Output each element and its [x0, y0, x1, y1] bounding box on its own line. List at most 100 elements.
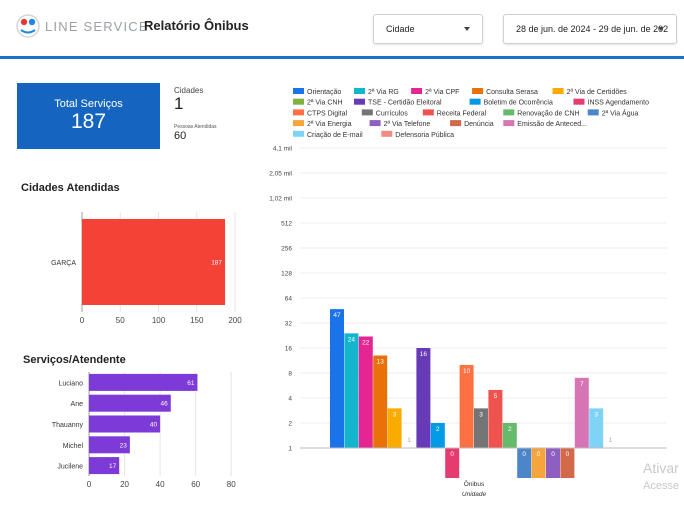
bar — [89, 457, 120, 475]
legend-label: Orientação — [307, 89, 341, 96]
x-category-label: Ônibus — [464, 479, 485, 488]
watermark-line-2: Acesse — [643, 480, 680, 492]
legend-label: 2ª Via de Certidões — [567, 89, 628, 96]
x-tick-label: 200 — [228, 316, 242, 325]
data-label: 46 — [161, 401, 169, 408]
bar — [574, 377, 589, 448]
legend-swatch — [354, 88, 365, 94]
legend-label: Denúncia — [464, 121, 494, 128]
legend-label: CTPS Digital — [307, 110, 348, 117]
data-label: 0 — [537, 451, 541, 458]
legend-label: Criação de E-mail — [307, 132, 363, 139]
legend-swatch — [361, 109, 373, 116]
data-label: 3 — [479, 411, 483, 418]
y-tick-label: 2,05 mil — [269, 171, 292, 178]
brand-name: LINE SERVICE — [45, 19, 149, 34]
legend-swatch — [573, 98, 585, 105]
bar — [89, 436, 130, 454]
watermark-line-1: Ativar — [643, 460, 679, 476]
data-label: 0 — [522, 451, 526, 458]
legend-swatch — [293, 98, 304, 105]
legend-label: Boletim de Ocorrência — [484, 100, 553, 107]
x-tick-label: 80 — [227, 480, 236, 489]
data-label: 3 — [594, 411, 598, 418]
bar — [373, 355, 388, 448]
services-per-attendant-chart: 0 20 40 60 80 Luciano 61 Ane 46 Thauanny 40 Michel 2… — [52, 372, 236, 489]
data-label: 17 — [109, 463, 117, 470]
y-tick-label: 32 — [285, 321, 293, 328]
legend-label: 2ª Via CPF — [425, 89, 459, 96]
bar — [330, 309, 344, 448]
bar — [82, 219, 226, 305]
bar — [387, 408, 402, 448]
data-label: 1 — [609, 437, 613, 444]
data-label: 40 — [150, 422, 158, 429]
x-tick-label: 0 — [87, 480, 92, 489]
cities-value: 1 — [174, 94, 184, 113]
data-label: 7 — [580, 381, 584, 388]
bar — [517, 448, 532, 478]
date-range-dropdown[interactable]: 28 de jun. de 2024 - 29 de jun. de 202 — [503, 14, 677, 44]
services-per-attendant-title: Serviços/Atendente — [23, 354, 126, 366]
data-label: 10 — [463, 368, 471, 375]
data-label: 2 — [508, 426, 512, 433]
legend-label: Consulta Serasa — [486, 89, 538, 96]
legend-label: Emissão de Anteced... — [517, 121, 587, 128]
x-tick-label: 150 — [190, 316, 204, 325]
category-label: Ane — [71, 401, 84, 408]
data-label: 13 — [377, 358, 385, 365]
x-axis-title: Unidade — [462, 491, 487, 498]
legend-swatch — [450, 120, 462, 127]
x-tick-label: 100 — [152, 316, 166, 325]
data-label: 5 — [494, 393, 498, 400]
total-services-value: 187 — [70, 110, 107, 133]
legend-swatch — [293, 130, 304, 137]
bar — [416, 348, 431, 448]
legend-label: 2ª Via CNH — [307, 100, 343, 107]
category-label: Thauanny — [52, 422, 84, 429]
category-label: GARÇA — [51, 260, 76, 267]
data-label: 1 — [407, 437, 411, 444]
bar — [474, 408, 488, 448]
legend-label: Receita Federal — [437, 110, 487, 117]
bar — [89, 394, 171, 412]
y-tick-label: 4 — [288, 396, 292, 403]
x-tick-label: 50 — [116, 316, 125, 325]
chevron-down-icon — [658, 27, 664, 31]
y-tick-label: 512 — [281, 221, 292, 228]
y-tick-label: 256 — [281, 246, 292, 253]
legend-swatch — [552, 88, 564, 94]
x-tick-label: 20 — [120, 480, 129, 489]
legend-swatch — [422, 109, 434, 116]
bar — [560, 448, 575, 478]
y-tick-label: 1,02 mil — [269, 196, 292, 203]
legend-swatch — [293, 88, 304, 94]
legend-label: 2ª Via RG — [368, 89, 399, 96]
bar — [502, 423, 517, 448]
bar — [445, 448, 460, 478]
total-services-label: Total Serviços — [54, 98, 123, 110]
legend-label: INSS Agendamento — [588, 100, 650, 107]
legend-swatch — [587, 109, 599, 116]
bar — [531, 448, 546, 478]
legend-swatch — [472, 88, 484, 94]
legend-label: 2ª Via Água — [602, 108, 639, 117]
data-label: 0 — [566, 451, 570, 458]
data-label: 23 — [120, 442, 128, 449]
page-title: Relatório Ônibus — [144, 18, 249, 33]
y-tick-label: 4,1 mil — [273, 146, 293, 153]
legend-label: 2ª Via Energia — [307, 121, 352, 128]
cities-bar-chart: 0 50 100 150 200 GARÇA 187 — [51, 212, 242, 325]
data-label: 0 — [450, 451, 454, 458]
y-tick-label: 16 — [285, 346, 293, 353]
city-filter-dropdown[interactable]: Cidade — [373, 14, 483, 44]
data-label: 47 — [333, 312, 341, 319]
x-tick-label: 0 — [80, 316, 85, 325]
legend-label: Defensoria Pública — [395, 132, 454, 139]
cities-label: Cidades — [174, 86, 204, 95]
data-label: 187 — [211, 260, 222, 267]
legend-swatch — [469, 98, 481, 105]
legend-swatch — [381, 130, 393, 137]
total-services-scorecard: Total Serviços 187 — [17, 83, 160, 149]
